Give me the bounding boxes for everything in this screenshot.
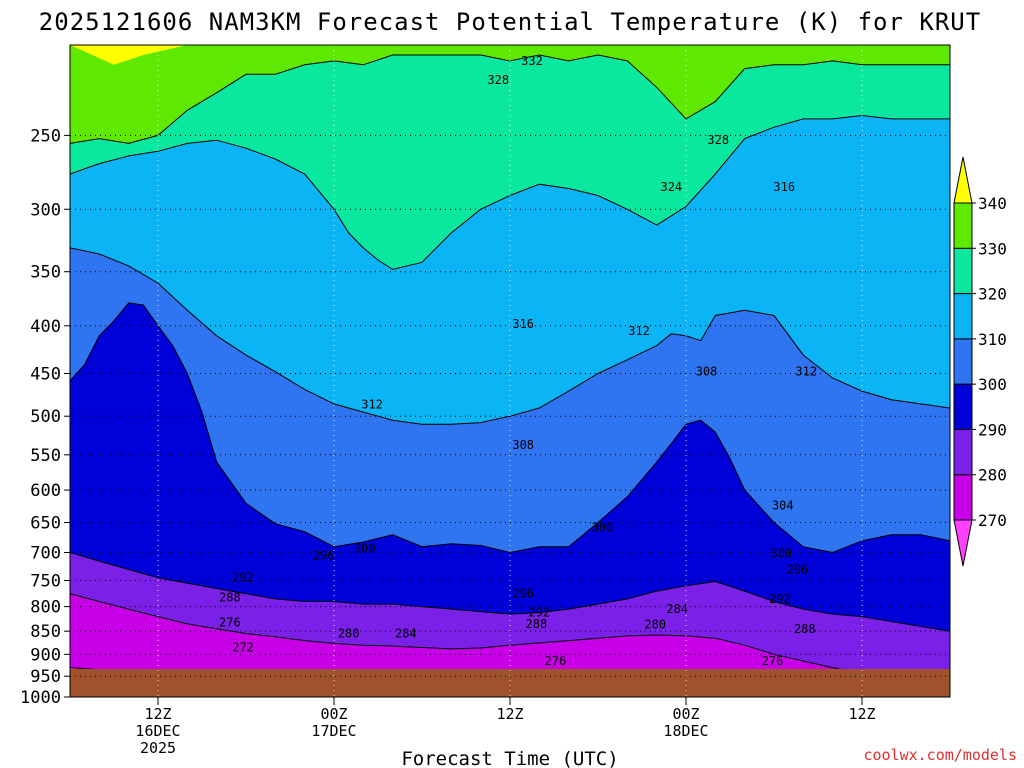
y-tick-label: 450 [30,365,61,385]
y-tick-label: 600 [30,481,61,501]
y-tick-label: 700 [30,544,61,564]
contour-labels: 332 328 328 324 316 316 312 308 312 312 308 304 300 3… [219,54,817,668]
y-tick-label: 400 [30,317,61,337]
x-tick-label: 2025 [140,739,176,757]
contour-label: 312 [361,398,383,412]
colorbar-tick-label: 310 [978,330,1007,349]
colorbar-top-arrow [953,156,973,204]
isoline-290 [70,552,950,632]
plot-area: 332 328 328 324 316 316 312 308 312 312 308 304 300 3… [69,44,951,698]
y-tick-label: 750 [30,571,61,591]
chart-title: 2025121606 NAM3KM Forecast Potential Tem… [39,8,981,36]
y-tick-label: 550 [30,446,61,466]
contour-label: 292 [232,571,254,585]
contour-label: 324 [660,180,682,194]
colorbar-segment [953,202,973,249]
contour-label: 272 [232,641,254,655]
y-tick-label: 350 [30,263,61,283]
x-tick-label: 00Z [672,705,699,723]
contour-label: 332 [521,54,543,68]
contour-label: 276 [219,615,241,629]
x-axis-label: Forecast Time (UTC) [401,748,618,768]
colorbar-segment [953,293,973,340]
y-tick-label: 800 [30,598,61,618]
colorbar-tick-label: 340 [978,194,1007,213]
x-tick-label: 00Z [320,705,347,723]
contour-label: 276 [545,654,567,668]
contour-label: 316 [773,180,795,194]
colorbar-segment [953,428,973,476]
colorbar-tick-label: 290 [978,420,1007,439]
colorbar-tick-label: 330 [978,239,1007,258]
contour-label: 300 [354,541,376,555]
colorbar-tick-label: 300 [978,375,1007,394]
isoline-310 [70,247,950,425]
contour-label: 312 [795,365,817,379]
contour-label: 304 [772,498,794,512]
x-tick-label: 17DEC [311,722,356,740]
y-tick-label: 1000 [20,688,61,708]
y-tick-label: 950 [30,667,61,687]
y-tick-label: 850 [30,622,61,642]
isoline-300 [70,302,950,554]
y-tick-label: 900 [30,645,61,665]
colorbar-bottom-arrow [953,519,973,567]
y-tick-label: 500 [30,407,61,427]
y-tick-label: 250 [30,126,61,146]
contour-label: 280 [644,617,666,631]
contour-label: 288 [219,590,241,604]
x-tick-label: 12Z [144,705,171,723]
contour-label: 288 [526,617,548,631]
grid-lines [70,45,950,697]
contour-label: 296 [787,563,809,577]
contour-label: 328 [487,73,509,87]
colorbar-segment [953,247,973,295]
x-tick-label: 18DEC [663,722,708,740]
contour-label: 300 [770,547,792,561]
colorbar-tick-label: 320 [978,285,1007,304]
contour-label: 308 [512,438,534,452]
contour-label: 300 [592,520,614,534]
contour-label: 316 [512,317,534,331]
contour-label: 292 [769,592,791,606]
y-tick-label: 650 [30,513,61,533]
contour-label: 308 [696,365,718,379]
contour-label: 288 [794,622,816,636]
colorbar-segment [953,383,973,430]
contour-label: 312 [628,324,650,338]
contour-label: 296 [313,548,335,562]
ground-terrain [70,669,950,697]
colorbar-tick-label: 270 [978,511,1007,530]
colorbar-segment [953,338,973,385]
colorbar-segment [953,474,973,521]
y-axis: 250 300 350 400 450 500 550 600 650 700 750 800 850 9… [20,126,70,708]
contour-label: 280 [338,627,360,641]
x-tick-label: 12Z [496,705,523,723]
credit-text: coolwx.com/models [863,746,1017,764]
contour-label: 284 [666,602,688,616]
colorbar-tick-label: 280 [978,466,1007,485]
x-tick-label: 12Z [848,705,875,723]
y-tick-label: 300 [30,200,61,220]
contour-label: 296 [512,587,534,601]
x-tick-label: 16DEC [135,722,180,740]
contour-label: 328 [707,133,729,147]
contour-label: 276 [762,654,784,668]
contour-label: 284 [395,627,417,641]
colorbar-legend: 340 330 320 310 300 290 280 270 [953,156,1007,567]
contour-label: 292 [528,606,550,620]
